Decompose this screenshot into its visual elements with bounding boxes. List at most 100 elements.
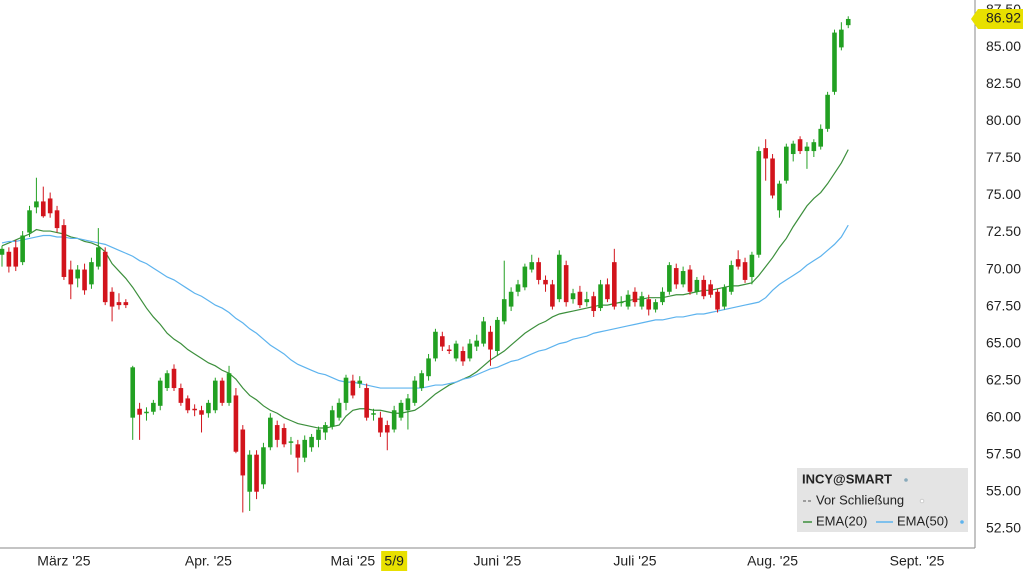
candle-body: [309, 436, 314, 448]
candle-body: [151, 402, 156, 412]
candle-body: [61, 225, 67, 277]
legend-icon: [904, 478, 908, 482]
y-tick-label: 60.00: [986, 408, 1021, 424]
candle-body: [529, 262, 535, 270]
candle-body: [199, 410, 204, 415]
candle-body: [501, 299, 507, 322]
candle-body: [591, 296, 596, 312]
y-tick-label: 67.50: [986, 297, 1021, 313]
candle-body: [281, 428, 287, 445]
ema-line: [1, 149, 849, 429]
candle-body: [797, 139, 803, 152]
y-tick-label: 80.00: [986, 112, 1021, 128]
candle-body: [185, 398, 191, 411]
candle-body: [171, 368, 177, 389]
candle-body: [673, 268, 679, 285]
candle-body: [364, 388, 369, 418]
candle-body: [460, 351, 466, 362]
x-tick-label: März '25: [37, 553, 90, 569]
crosshair-label: 5/9: [384, 553, 404, 569]
candle-body: [68, 269, 74, 285]
candle-body: [212, 380, 218, 411]
legend-label: Vor Schließung: [816, 492, 904, 507]
candle-body: [715, 291, 720, 310]
candle-body: [839, 29, 844, 48]
y-tick-label: 55.00: [986, 482, 1021, 498]
candle-body: [598, 284, 603, 309]
candle-body: [618, 302, 624, 304]
legend-icon: [960, 520, 964, 524]
candle-body: [701, 279, 707, 297]
y-tick-label: 62.50: [986, 371, 1021, 387]
x-tick-label: Juni '25: [473, 553, 521, 569]
candle-body: [102, 251, 108, 303]
candle-body: [371, 413, 376, 415]
candle-body: [440, 336, 445, 347]
candle-body: [398, 402, 404, 418]
x-tick-label: Aug. '25: [747, 553, 798, 569]
candle-body: [192, 408, 197, 411]
candle-body: [612, 262, 617, 307]
candle-body: [157, 380, 163, 406]
candle-body: [756, 151, 762, 255]
candle-body: [261, 447, 266, 485]
candle-body: [653, 302, 658, 310]
candle-body: [550, 284, 555, 307]
candle-body: [515, 284, 521, 292]
y-tick-label: 85.00: [986, 38, 1021, 54]
legend-label: EMA(20): [816, 513, 867, 528]
candle-body: [556, 254, 562, 300]
candle-body: [206, 402, 211, 414]
candle-body: [680, 271, 686, 285]
y-tick-label: 77.50: [986, 149, 1021, 165]
candle-body: [446, 349, 452, 352]
candle-body: [219, 380, 225, 403]
candle-body: [646, 299, 652, 310]
candle-body: [34, 201, 39, 208]
candle-body: [40, 201, 46, 217]
candle-body: [164, 373, 170, 389]
candle-body: [419, 373, 424, 389]
candle-body: [226, 373, 232, 403]
candle-body: [329, 410, 335, 427]
legend-title: INCY@SMART: [802, 471, 892, 486]
candle-body: [481, 321, 486, 344]
candle-body: [20, 235, 25, 263]
candle-body: [384, 425, 390, 433]
candle-body: [584, 299, 590, 303]
candle-body: [75, 269, 80, 279]
candle-body: [109, 291, 115, 307]
candle-body: [467, 343, 473, 359]
candle-body: [832, 32, 837, 92]
candle-body: [570, 293, 576, 300]
candle-body: [54, 210, 60, 229]
candle-body: [811, 142, 817, 152]
candle-body: [350, 380, 356, 396]
candle-body: [694, 279, 700, 292]
candle-body: [144, 411, 149, 414]
candle-body: [233, 395, 239, 452]
candle-body: [47, 198, 53, 214]
candle-body: [577, 291, 583, 306]
candle-body: [605, 284, 610, 300]
candle-body: [288, 441, 294, 443]
last-price-label: 86.92: [986, 10, 1021, 26]
ema-line: [1, 224, 849, 389]
labels: 52.50 55.00 57.50 60.00 62.50 65.00 67.50 70.00…: [37, 1, 1023, 571]
candle-body: [777, 183, 782, 211]
candle-body: [426, 358, 431, 377]
candle-body: [522, 266, 528, 288]
x-tick-label: Sept. '25: [890, 553, 945, 569]
candle-body: [453, 343, 459, 359]
crosshair-label-bg: [381, 551, 408, 571]
y-tick-label: 82.50: [986, 75, 1021, 91]
candle-body: [323, 425, 328, 433]
candle-body: [687, 269, 693, 292]
marks: [0, 16, 851, 513]
candle-body: [27, 210, 32, 233]
candle-body: [763, 148, 768, 159]
candle-body: [818, 128, 824, 147]
candle-body: [536, 262, 541, 280]
